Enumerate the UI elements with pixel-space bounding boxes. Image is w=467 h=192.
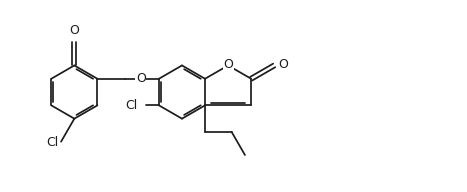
Text: O: O [279,58,289,71]
Text: O: O [136,72,146,85]
Text: Cl: Cl [126,99,138,112]
Text: O: O [70,24,79,37]
Text: Cl: Cl [46,136,58,149]
Text: O: O [224,58,234,71]
